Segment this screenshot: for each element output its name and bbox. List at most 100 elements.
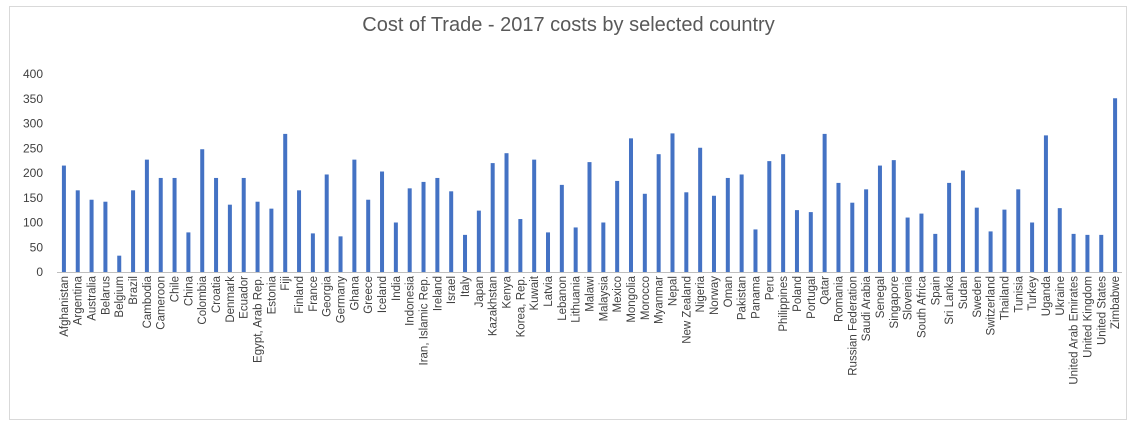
x-tick-label: Uganda	[1041, 275, 1053, 316]
bar-series	[61, 98, 1118, 272]
bar	[656, 154, 661, 272]
x-tick-label: Nigeria	[695, 275, 707, 312]
x-tick-label: Nepal	[667, 276, 679, 306]
bar	[490, 163, 495, 272]
bar	[463, 234, 468, 272]
bar	[310, 233, 315, 272]
x-tick-label: Portugal	[806, 276, 818, 319]
bar	[518, 219, 523, 272]
bar	[960, 170, 965, 272]
bar	[864, 189, 869, 272]
x-tick-label: Ukraine	[1055, 276, 1067, 316]
x-tick-label: Brazil	[128, 276, 140, 305]
x-tick-label: Argentina	[73, 275, 85, 325]
x-tick-label: Afghanistan	[59, 276, 71, 337]
x-tick-label: Malawi	[585, 276, 597, 312]
x-tick-label: Zimbabwe	[1110, 276, 1122, 329]
x-tick-label: Ireland	[432, 276, 444, 311]
x-tick-label: Greece	[363, 276, 375, 314]
bar	[200, 149, 205, 272]
bar	[988, 231, 993, 272]
bar	[891, 160, 896, 272]
x-tick-label: Kazakhstan	[488, 276, 500, 336]
bar	[1030, 222, 1035, 272]
bar	[781, 154, 786, 272]
bar	[504, 153, 509, 272]
bar	[642, 193, 647, 272]
bar	[380, 171, 385, 272]
bar	[324, 174, 329, 272]
x-tick-label: Lithuania	[571, 275, 583, 322]
chart-title: Cost of Trade - 2017 costs by selected c…	[362, 14, 775, 36]
bar	[1057, 208, 1062, 272]
bar	[711, 195, 716, 272]
bar	[1099, 234, 1104, 272]
bar	[905, 217, 910, 272]
x-tick-label: Panama	[750, 275, 762, 318]
x-tick-label: Fiji	[280, 276, 292, 291]
x-tick-label: China	[183, 275, 195, 306]
bar	[1085, 234, 1090, 272]
bar	[1113, 98, 1118, 272]
y-tick-label: 0	[36, 265, 43, 279]
x-tick-label: Italy	[460, 276, 472, 297]
bar	[449, 191, 454, 272]
x-tick-label: Pakistan	[737, 276, 749, 320]
x-tick-label: Iran, Islamic Rep.	[419, 276, 431, 365]
bar	[1071, 233, 1076, 272]
x-tick-label: Sri Lanka	[944, 275, 956, 324]
x-tick-label: Ghana	[349, 275, 361, 310]
bar	[172, 177, 177, 272]
x-tick-label: Oman	[723, 276, 735, 307]
x-tick-label: Lebanon	[557, 276, 569, 321]
bar	[255, 201, 260, 272]
bar	[753, 229, 758, 272]
bar	[850, 202, 855, 272]
bar	[974, 207, 979, 272]
bar	[1002, 209, 1007, 272]
bar	[573, 227, 578, 272]
x-tick-label: Malaysia	[598, 275, 610, 321]
bar	[767, 161, 772, 272]
bar	[186, 232, 191, 272]
bar	[822, 133, 827, 272]
bar	[933, 233, 938, 272]
x-tick-label: Ecuador	[239, 276, 251, 319]
x-tick-label: Japan	[474, 276, 486, 307]
bar	[559, 184, 564, 272]
bar	[1043, 135, 1048, 272]
bar	[808, 212, 813, 272]
bar	[698, 147, 703, 272]
x-tick-label: Georgia	[322, 275, 334, 317]
bar	[144, 159, 149, 272]
x-tick-label: Kuwait	[529, 275, 541, 310]
bar	[393, 222, 398, 272]
bar	[836, 182, 841, 272]
x-tick-label: New Zealand	[681, 276, 693, 344]
y-axis: 0 50 100 150 200 250 300 350 400	[23, 67, 43, 279]
x-tick-label: Morocco	[640, 276, 652, 320]
y-tick-label: 350	[23, 92, 43, 106]
bar	[117, 255, 122, 272]
x-tick-label: United Kingdom	[1082, 276, 1094, 358]
x-tick-label: Poland	[792, 276, 804, 312]
bar	[297, 190, 302, 272]
bar	[435, 177, 440, 272]
bar	[919, 213, 924, 272]
y-tick-label: 50	[30, 240, 44, 254]
bar	[421, 181, 426, 272]
x-tick-label: Germany	[336, 276, 348, 324]
x-tick-label: Philippines	[778, 276, 790, 332]
bar	[739, 174, 744, 272]
x-tick-label: Qatar	[820, 276, 832, 305]
x-tick-label: Switzerland	[986, 276, 998, 335]
x-tick-label: Chile	[170, 276, 182, 302]
x-tick-label: Tunisia	[1013, 275, 1025, 312]
x-tick-label: Belgium	[114, 276, 126, 318]
x-tick-label: Myanmar	[654, 276, 666, 324]
y-tick-label: 300	[23, 117, 43, 131]
bar	[601, 222, 606, 272]
x-tick-label: Sudan	[958, 276, 970, 309]
bar	[103, 201, 108, 272]
